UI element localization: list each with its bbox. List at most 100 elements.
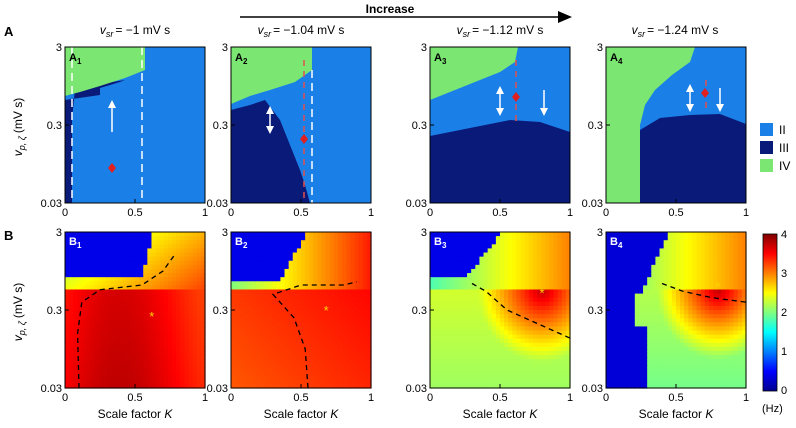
- heatmap-cell: [610, 248, 615, 254]
- heatmap-cell: [700, 375, 706, 381]
- heatmap-cell: [69, 363, 74, 369]
- heatmap-cell: [317, 371, 323, 377]
- heatmap-cell: [475, 293, 481, 299]
- heatmap-cell: [305, 338, 310, 344]
- region-iii: [640, 114, 746, 203]
- heatmap-cell: [545, 346, 551, 352]
- heatmap-cell: [114, 326, 120, 332]
- heatmap-cell: [259, 383, 265, 389]
- heatmap-cell: [366, 322, 372, 328]
- heatmap-cell: [671, 281, 677, 286]
- heatmap-cell: [313, 301, 319, 307]
- heatmap-cell: [434, 367, 439, 373]
- heatmap-cell: [362, 273, 368, 278]
- heatmap-cell: [143, 248, 148, 254]
- heatmap-cell: [520, 322, 526, 328]
- heatmap-cell: [301, 232, 306, 237]
- heatmap-cell: [77, 301, 83, 307]
- heatmap-cell: [110, 256, 116, 262]
- heatmap-cell: [176, 289, 181, 295]
- heatmap-cell: [130, 240, 136, 245]
- heatmap-cell: [73, 342, 78, 348]
- heatmap-cell: [713, 277, 718, 282]
- heatmap-cell: [180, 351, 186, 356]
- heatmap-cell: [259, 252, 265, 258]
- heatmap-cell: [483, 359, 489, 364]
- heatmap-cell: [276, 322, 282, 328]
- heatmap-cell: [231, 260, 236, 266]
- heatmap-cell: [272, 264, 277, 270]
- heatmap-cell: [89, 289, 95, 295]
- heatmap-cell: [630, 379, 636, 385]
- heatmap-cell: [126, 334, 132, 340]
- heatmap-cell: [438, 264, 443, 270]
- heatmap-cell: [438, 273, 443, 278]
- heatmap-cell: [243, 260, 249, 266]
- heatmap-cell: [471, 301, 476, 307]
- heatmap-cell: [684, 297, 689, 303]
- heatmap-cell: [151, 248, 157, 254]
- heatmap-cell: [106, 273, 111, 278]
- heatmap-cell: [118, 232, 124, 237]
- heatmap-cell: [176, 330, 181, 336]
- heatmap-cell: [487, 318, 493, 323]
- heatmap-cell: [366, 326, 372, 332]
- heatmap-cell: [647, 367, 652, 373]
- heatmap-cell: [500, 375, 505, 381]
- heatmap-cell: [321, 314, 327, 319]
- heatmap-cell: [114, 264, 120, 270]
- heatmap-cell: [438, 244, 443, 250]
- heatmap-cell: [676, 351, 681, 356]
- heatmap-cell: [561, 346, 567, 352]
- heatmap-cell: [541, 289, 546, 295]
- heatmap-cell: [438, 232, 443, 237]
- heatmap-cell: [504, 289, 509, 295]
- heatmap-cell: [188, 289, 194, 295]
- heatmap-cell: [458, 240, 464, 245]
- heatmap-cell: [243, 236, 249, 241]
- heatmap-cell: [500, 264, 505, 270]
- heatmap-cell: [475, 334, 481, 340]
- heatmap-cell: [561, 383, 567, 389]
- heatmap-cell: [647, 277, 652, 282]
- heatmap-cell: [272, 346, 277, 352]
- heatmap-cell: [255, 318, 261, 323]
- heatmap-cell: [155, 281, 161, 286]
- heatmap-cell: [350, 268, 356, 274]
- heatmap-cell: [172, 268, 177, 274]
- heatmap-cell: [239, 310, 244, 315]
- heatmap-cell: [77, 268, 83, 274]
- heatmap-cell: [713, 268, 718, 274]
- heatmap-cell: [122, 383, 128, 389]
- heatmap-cell: [346, 322, 352, 328]
- heatmap-cell: [549, 330, 555, 336]
- heatmap-cell: [163, 240, 169, 245]
- heatmap-cell: [192, 293, 198, 299]
- heatmap-cell: [102, 338, 107, 344]
- heatmap-cell: [467, 383, 472, 389]
- heatmap-cell: [487, 334, 493, 340]
- heatmap-cell: [438, 330, 443, 336]
- heatmap-cell: [263, 293, 269, 299]
- heatmap-cell: [231, 293, 236, 299]
- marker: [300, 134, 308, 144]
- heatmap-cell: [467, 273, 472, 278]
- heatmap-cell: [272, 371, 277, 377]
- heatmap-cell: [671, 359, 677, 364]
- heatmap-cell: [301, 322, 306, 328]
- heatmap-cell: [167, 375, 173, 381]
- heatmap-cell: [231, 256, 236, 262]
- heatmap-cell: [89, 383, 95, 389]
- heatmap-cell: [442, 371, 448, 377]
- heatmap-cell: [520, 318, 526, 323]
- heatmap-cell: [93, 338, 99, 344]
- heatmap-cell: [305, 264, 310, 270]
- heatmap-cell: [309, 305, 314, 311]
- heatmap-cell: [196, 236, 202, 241]
- heatmap-cell: [430, 301, 435, 307]
- heatmap-cell: [192, 277, 198, 282]
- heatmap-cell: [77, 248, 83, 254]
- heatmap-cell: [102, 240, 107, 245]
- heatmap-cell: [172, 318, 177, 323]
- heatmap-cell: [73, 305, 78, 311]
